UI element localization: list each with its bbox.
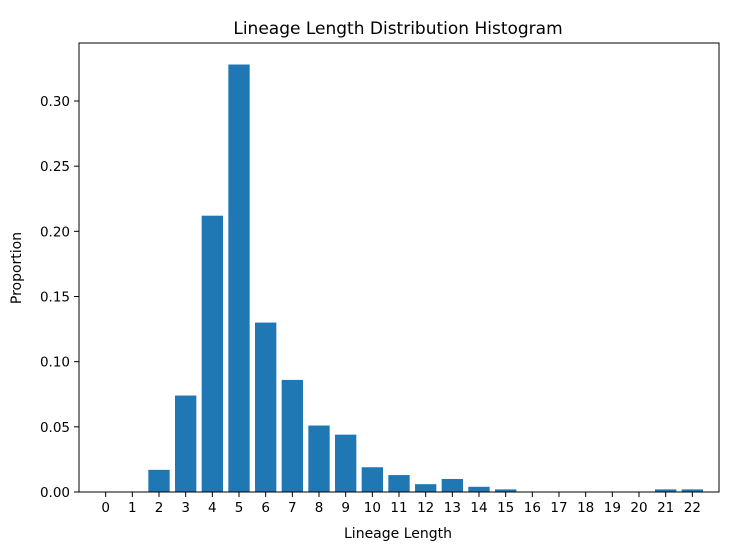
x-tick-label: 10 bbox=[364, 500, 381, 516]
x-axis-ticks: 0 1 2 3 4 5 6 7 8 9 10 11 12 13 14 15 16 17 18 19 20 21 22 bbox=[101, 492, 701, 516]
x-tick-label: 21 bbox=[657, 500, 674, 516]
x-tick-label: 15 bbox=[497, 500, 514, 516]
bar-13 bbox=[441, 478, 463, 492]
bar-15 bbox=[495, 489, 517, 492]
chart-title: Lineage Length Distribution Histogram bbox=[233, 19, 562, 39]
x-axis-label: Lineage Length bbox=[344, 526, 452, 542]
x-tick-label: 18 bbox=[577, 500, 594, 516]
x-tick-label: 7 bbox=[288, 500, 297, 516]
x-tick-label: 19 bbox=[604, 500, 621, 516]
x-tick-label: 16 bbox=[524, 500, 541, 516]
x-tick-label: 11 bbox=[390, 500, 407, 516]
y-tick-label: 0.10 bbox=[40, 355, 70, 371]
x-tick-label: 20 bbox=[630, 500, 647, 516]
bar-5 bbox=[228, 64, 250, 493]
x-tick-label: 12 bbox=[417, 500, 434, 516]
y-tick-label: 0.00 bbox=[40, 485, 70, 501]
x-tick-label: 13 bbox=[444, 500, 461, 516]
x-tick-label: 9 bbox=[341, 500, 350, 516]
bar-10 bbox=[361, 467, 383, 492]
bar-7 bbox=[281, 379, 303, 492]
x-tick-label: 8 bbox=[315, 500, 324, 516]
bar-14 bbox=[468, 486, 490, 492]
x-tick-label: 17 bbox=[550, 500, 567, 516]
x-tick-label: 6 bbox=[261, 500, 270, 516]
bar-12 bbox=[415, 484, 437, 492]
bar-9 bbox=[335, 434, 357, 492]
y-tick-label: 0.25 bbox=[40, 159, 70, 175]
y-tick-label: 0.05 bbox=[40, 420, 70, 436]
y-tick-label: 0.20 bbox=[40, 224, 70, 240]
x-tick-label: 4 bbox=[208, 500, 217, 516]
bar-6 bbox=[255, 322, 277, 492]
bar-11 bbox=[388, 475, 410, 492]
bar-4 bbox=[201, 215, 223, 492]
bars bbox=[148, 64, 703, 493]
x-tick-label: 3 bbox=[181, 500, 190, 516]
y-axis-ticks: 0.00 0.05 0.10 0.15 0.20 0.25 0.30 bbox=[40, 94, 79, 501]
x-tick-label: 5 bbox=[235, 500, 244, 516]
bar-21 bbox=[655, 489, 677, 492]
x-tick-label: 0 bbox=[101, 500, 110, 516]
x-tick-label: 14 bbox=[470, 500, 487, 516]
plot-frame bbox=[78, 42, 720, 493]
bar-8 bbox=[308, 425, 330, 492]
y-axis-label: Proportion bbox=[9, 232, 25, 304]
bar-22 bbox=[681, 489, 703, 492]
y-tick-label: 0.30 bbox=[40, 94, 70, 110]
bar-2 bbox=[148, 469, 170, 492]
x-tick-label: 1 bbox=[128, 500, 137, 516]
x-tick-label: 22 bbox=[684, 500, 701, 516]
bar-3 bbox=[175, 395, 197, 492]
x-tick-label: 2 bbox=[155, 500, 164, 516]
y-tick-label: 0.15 bbox=[40, 289, 70, 305]
